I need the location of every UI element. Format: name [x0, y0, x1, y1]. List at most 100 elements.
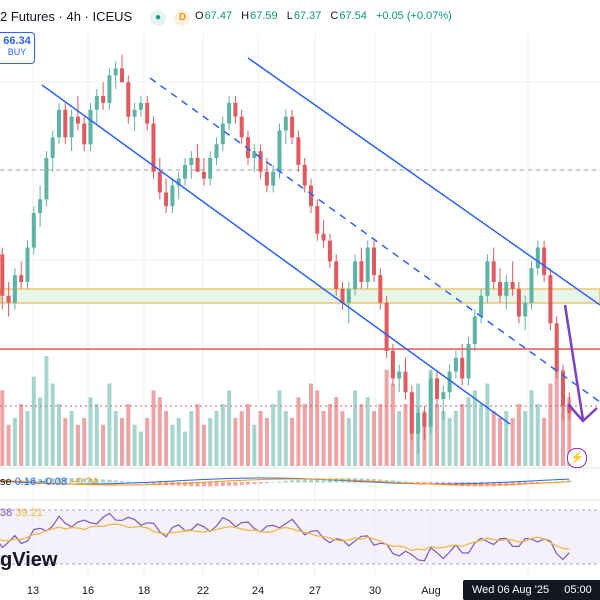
- macd-histogram-bar: [321, 478, 326, 483]
- candle-body: [460, 357, 465, 379]
- macd-histogram-bar: [239, 482, 244, 486]
- volume-bar: [372, 411, 376, 466]
- candle-body: [120, 68, 124, 83]
- volume-bar: [82, 417, 87, 466]
- candle-body: [441, 392, 446, 400]
- volume-bar: [107, 383, 112, 466]
- macd-histogram-bar: [113, 480, 118, 483]
- volume-bar: [113, 411, 118, 466]
- volume-bar: [38, 397, 43, 466]
- open-value: 67.47: [204, 10, 233, 22]
- candle-body: [554, 323, 559, 372]
- buy-price: 66.34: [3, 35, 31, 47]
- rsi-legend[interactable]: 38 39.21: [0, 507, 43, 519]
- macd-histogram-bar: [189, 482, 194, 487]
- macd-histogram-bar: [567, 480, 572, 483]
- rsi-line: [0, 512, 570, 562]
- macd-histogram-bar: [101, 479, 106, 483]
- volume-bar: [19, 404, 24, 466]
- candle-body: [75, 116, 80, 124]
- candle-body: [239, 116, 244, 138]
- volume-bar: [535, 404, 540, 466]
- volume-bar: [403, 404, 408, 466]
- macd-histogram-bar: [529, 482, 534, 485]
- volume-bar: [277, 390, 282, 466]
- candle-body: [535, 247, 540, 269]
- tradingview-logo[interactable]: gView: [0, 549, 58, 571]
- macd-histogram-bar: [31, 478, 36, 483]
- symbol-title[interactable]: 2 Futures · 4h · ICEUS: [0, 9, 133, 24]
- candle-body: [409, 392, 414, 434]
- macd-histogram-bar: [227, 482, 232, 486]
- candle-body: [157, 171, 162, 193]
- buy-button[interactable]: 66.34 BUY: [0, 32, 35, 64]
- macd-histogram-bar: [120, 480, 124, 483]
- candle-body: [479, 295, 484, 317]
- macd-histogram-bar: [472, 482, 477, 487]
- macd-histogram-bar: [510, 482, 515, 486]
- ohlc-readout: O67.47 H67.59 L67.37 C67.54 +0.05 (+0.07…: [195, 10, 458, 22]
- macd-value-2: −0.08: [39, 476, 68, 488]
- candle-body: [164, 192, 169, 207]
- market-status-icon[interactable]: ●: [150, 9, 166, 26]
- volume-bar: [170, 424, 175, 466]
- macd-legend[interactable]: se 0.16 −0.08 −0.24: [0, 476, 98, 488]
- macd-histogram-bar: [82, 478, 87, 483]
- volume-bar: [397, 411, 402, 466]
- rsi-ma-value: 39.21: [15, 507, 43, 519]
- volume-bar: [126, 404, 131, 466]
- macd-histogram-bar: [264, 482, 269, 484]
- candle-body: [315, 206, 320, 234]
- macd-signal-line: [0, 478, 570, 486]
- macd-histogram-bar: [485, 482, 490, 487]
- candle-body: [447, 371, 452, 393]
- buy-label: BUY: [7, 47, 27, 57]
- macd-histogram-bar: [378, 479, 383, 483]
- volume-bar: [460, 404, 465, 466]
- macd-histogram-bar: [403, 481, 408, 483]
- candle-body: [195, 158, 200, 172]
- lightning-icon[interactable]: ⚡: [567, 448, 587, 468]
- candle-body: [6, 295, 11, 303]
- candle-body: [378, 275, 383, 303]
- delayed-data-icon[interactable]: D: [174, 9, 191, 26]
- macd-histogram-bar: [214, 482, 219, 487]
- volume-bar: [214, 411, 219, 466]
- macd-histogram-bar: [416, 482, 421, 484]
- candle-body: [372, 247, 376, 276]
- macd-histogram-bar: [132, 482, 137, 483]
- volume-bar: [472, 390, 477, 466]
- macd-histogram-bar: [491, 482, 496, 487]
- candle-body: [498, 282, 502, 296]
- candle-body: [113, 68, 118, 76]
- volume-bar: [334, 397, 339, 466]
- candle-body: [233, 102, 238, 117]
- candle-body: [428, 378, 433, 427]
- status-dots: ● D: [150, 9, 194, 27]
- candle-body: [107, 75, 112, 103]
- macd-histogram-bar: [107, 479, 112, 483]
- macd-histogram-bar: [44, 478, 49, 483]
- candle-body: [31, 213, 36, 248]
- candle-body: [491, 261, 496, 282]
- volume-bar: [264, 417, 269, 466]
- volume-bar: [271, 404, 276, 466]
- macd-histogram-bar: [516, 482, 521, 486]
- macd-histogram-bar: [479, 482, 484, 487]
- candle-body: [258, 151, 263, 172]
- candle-body: [208, 158, 213, 179]
- macd-histogram-bar: [422, 482, 427, 484]
- candle-body: [567, 406, 572, 413]
- x-tick-label: 30: [369, 585, 381, 597]
- channel-lower-line: [41, 84, 511, 425]
- volume-bar: [12, 417, 17, 466]
- crosshair-date-label: Wed 06 Aug '25: [463, 580, 558, 600]
- forecast-arrow-head: [567, 403, 598, 423]
- candle-body: [183, 164, 187, 179]
- macd-histogram-bar: [157, 482, 162, 485]
- candle-body: [44, 158, 49, 200]
- volume-bar: [485, 383, 490, 466]
- macd-histogram-bar: [88, 478, 93, 483]
- macd-histogram-bar: [25, 479, 30, 483]
